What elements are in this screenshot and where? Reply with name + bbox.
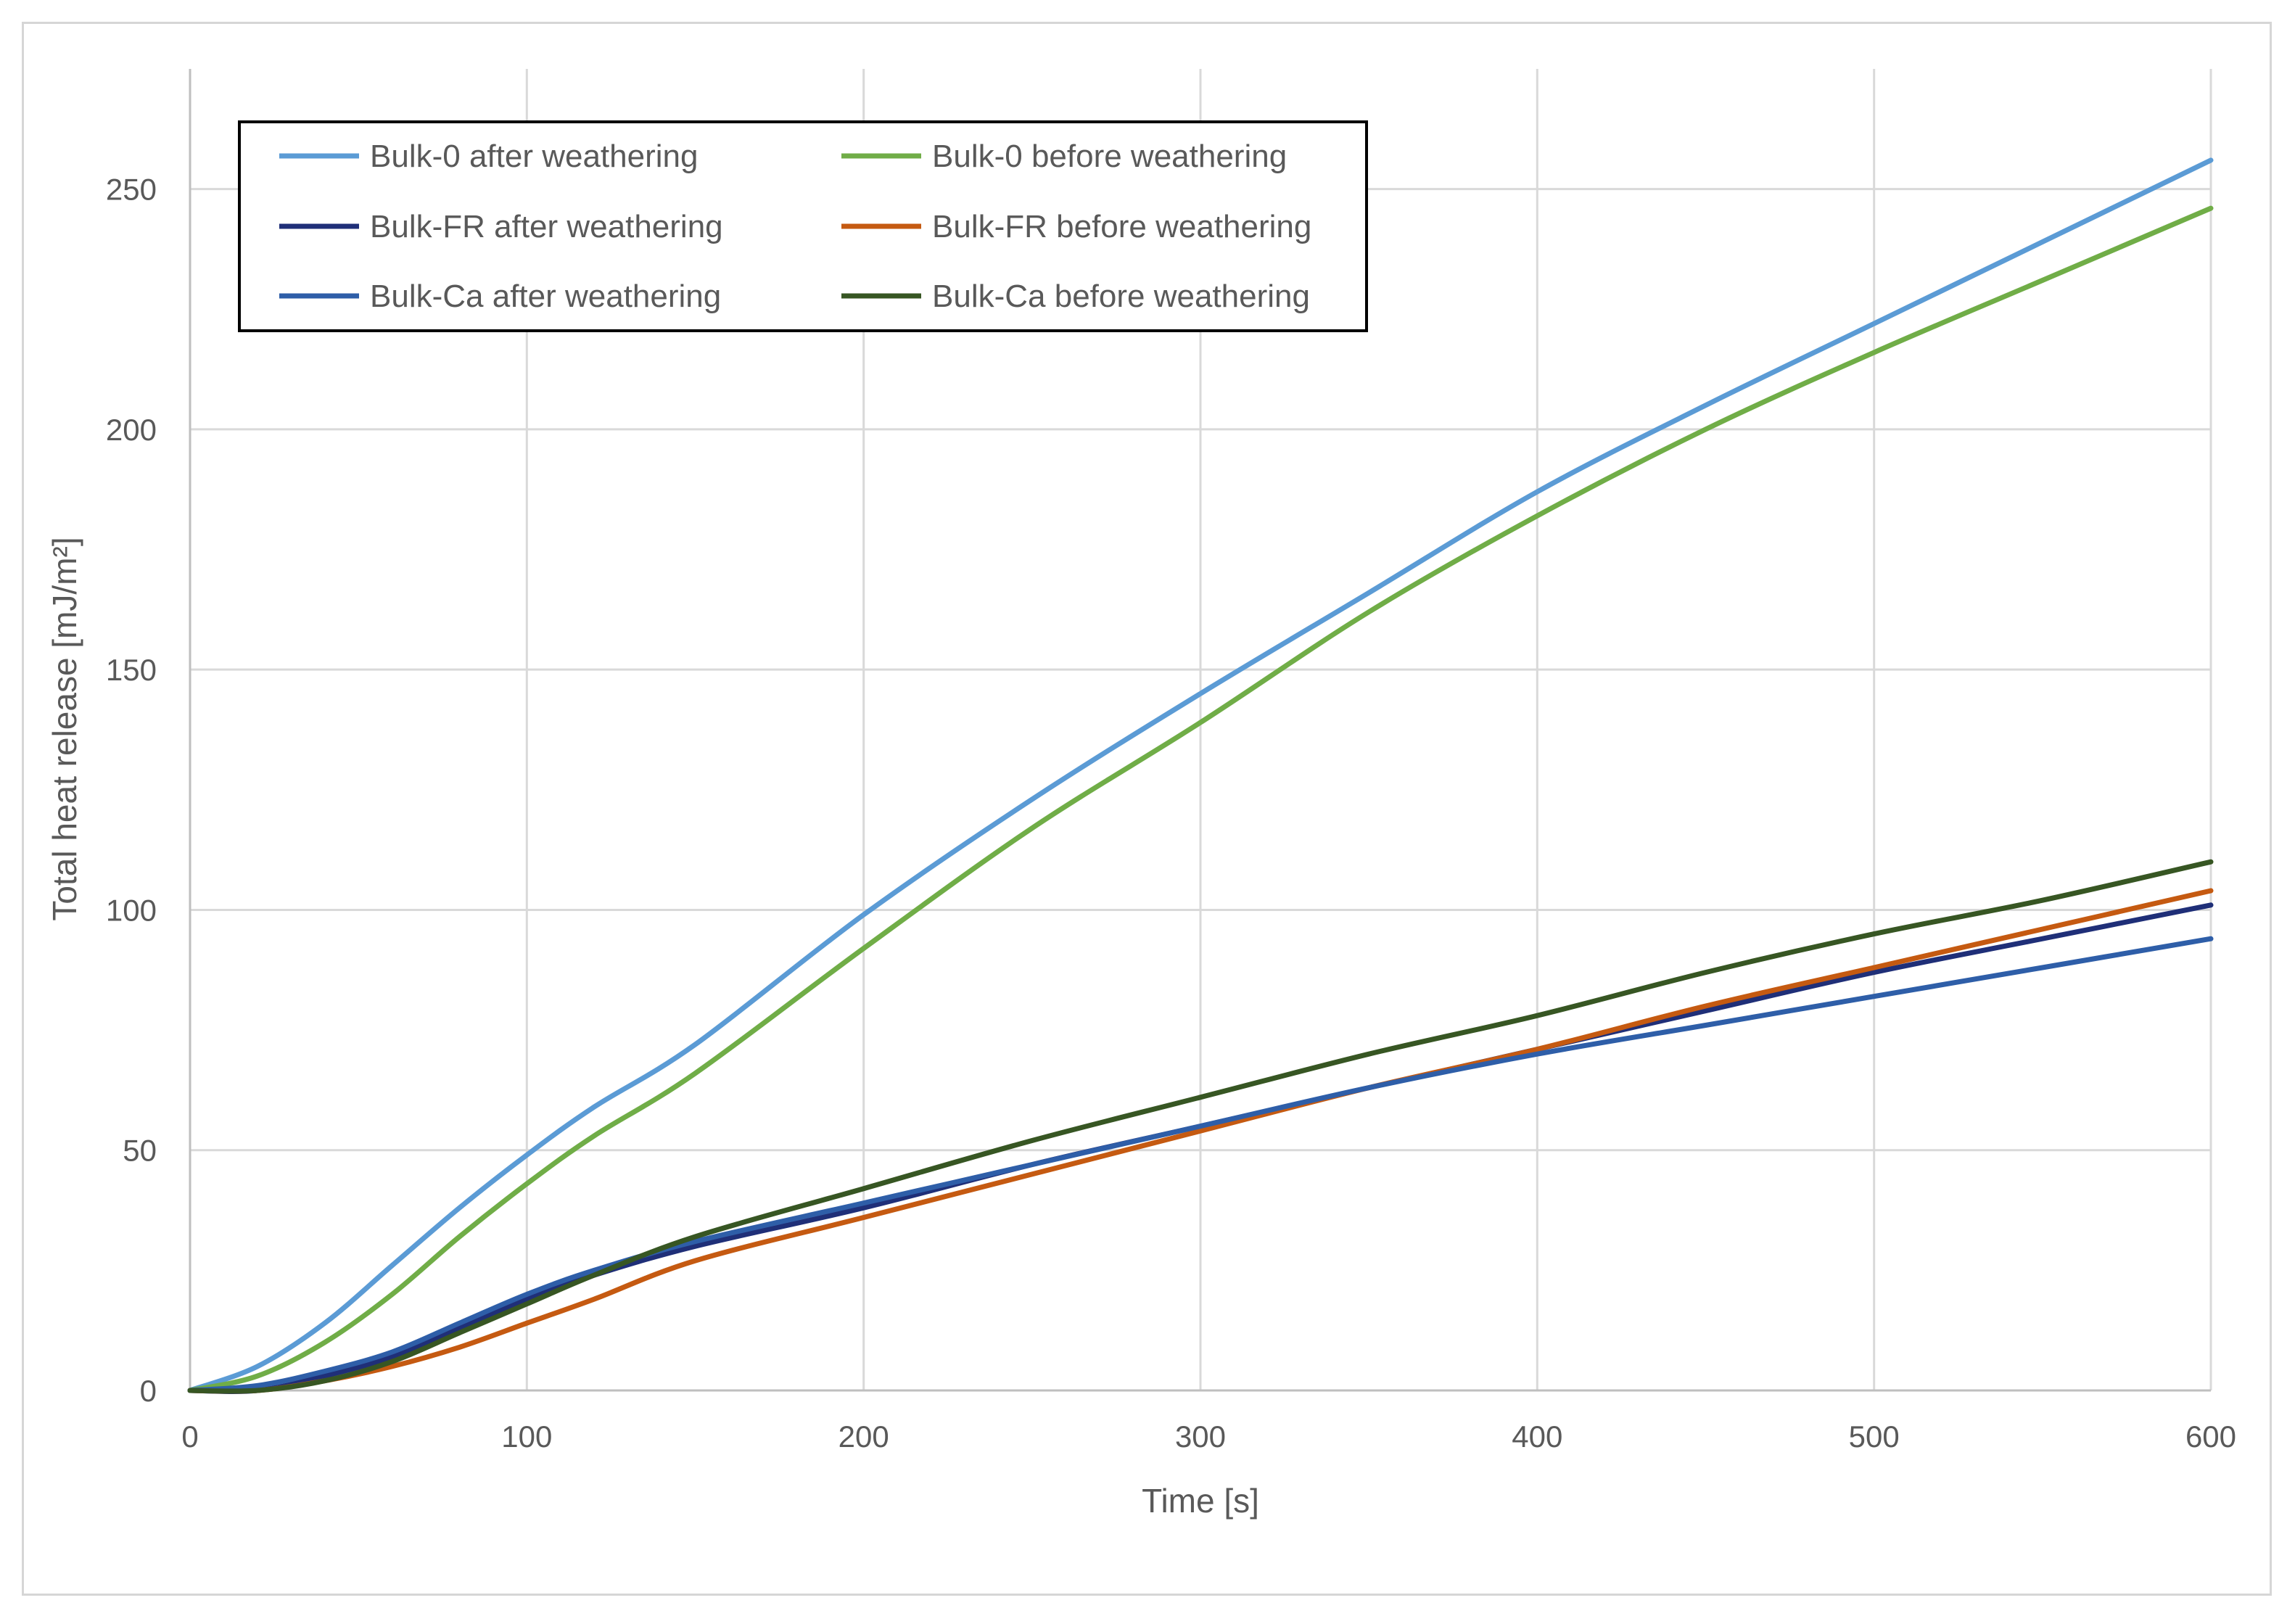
legend-label-1: Bulk-0 after weathering bbox=[370, 139, 698, 174]
x-tick-label: 500 bbox=[1849, 1419, 1900, 1454]
data-series bbox=[187, 157, 2214, 1394]
x-tick-label: 0 bbox=[181, 1419, 198, 1454]
axes bbox=[189, 69, 2211, 1392]
series-line-4 bbox=[187, 888, 2214, 1394]
legend-label-2: Bulk-0 before weathering bbox=[932, 139, 1287, 174]
y-tick-label: 200 bbox=[106, 413, 157, 447]
y-tick-label: 50 bbox=[123, 1134, 157, 1168]
legend-label-5: Bulk-Ca after weathering bbox=[370, 279, 721, 314]
legend-label-6: Bulk-Ca before weathering bbox=[932, 279, 1310, 314]
legend-box bbox=[238, 120, 1368, 332]
x-tick-label: 200 bbox=[839, 1419, 889, 1454]
y-tick-label: 0 bbox=[140, 1374, 157, 1408]
x-tick-label: 300 bbox=[1175, 1419, 1226, 1454]
y-tick-label: 250 bbox=[106, 173, 157, 207]
tick-labels: 0 100 200 300 400 500 600 0 50 100 150 200 250 bbox=[106, 173, 2236, 1454]
y-tick-label: 150 bbox=[106, 653, 157, 687]
series-line-5 bbox=[187, 936, 2214, 1393]
series-line-6 bbox=[187, 859, 2214, 1394]
series-line-2 bbox=[187, 205, 2214, 1393]
x-tick-label: 400 bbox=[1512, 1419, 1562, 1454]
series-line-1 bbox=[187, 157, 2214, 1393]
legend-label-3: Bulk-FR after weathering bbox=[370, 209, 723, 244]
x-tick-label: 600 bbox=[2185, 1419, 2236, 1454]
x-tick-label: 100 bbox=[501, 1419, 552, 1454]
x-axis-label: Time [s] bbox=[1142, 1482, 1259, 1520]
y-axis-label: Total heat release [mJ/m²] bbox=[46, 537, 83, 920]
legend: Bulk-0 after weathering Bulk-0 before wea… bbox=[238, 120, 1368, 332]
y-tick-label: 100 bbox=[106, 893, 157, 927]
legend-label-4: Bulk-FR before weathering bbox=[932, 209, 1311, 244]
